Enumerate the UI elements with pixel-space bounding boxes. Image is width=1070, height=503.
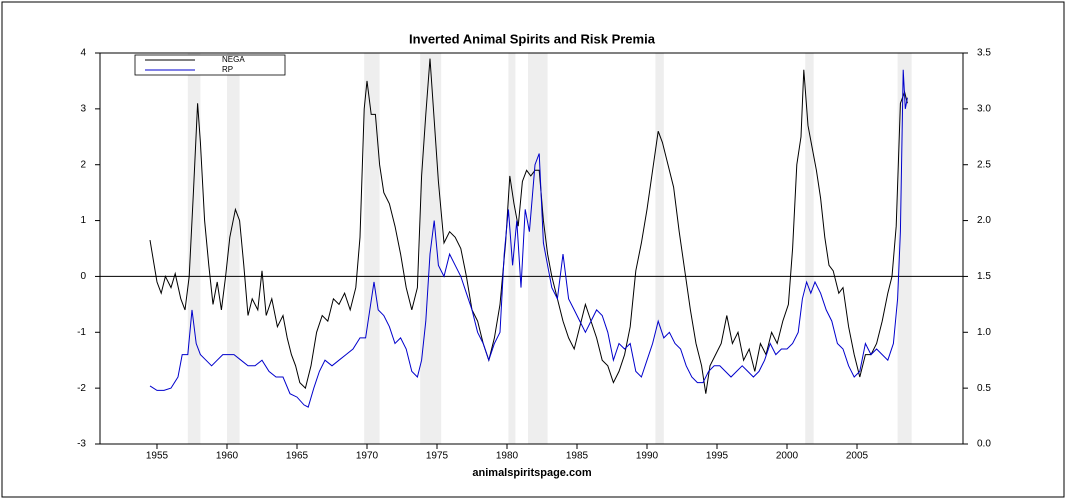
series-line <box>149 69 908 408</box>
y2-tick-label: 0.0 <box>977 439 991 450</box>
source-label: animalspiritspage.com <box>472 467 591 479</box>
shaded-period <box>508 53 516 444</box>
y-tick-label: -2 <box>77 383 86 394</box>
shaded-period <box>805 53 814 444</box>
legend-box <box>134 54 286 76</box>
y-tick-label: 2 <box>80 159 86 170</box>
legend-label: NEGA <box>222 55 245 64</box>
shaded-period <box>364 53 380 444</box>
x-tick-label: 1975 <box>426 451 449 462</box>
x-tick-label: 1970 <box>356 451 379 462</box>
y2-tick-label: 2.0 <box>977 215 991 226</box>
shaded-period <box>226 53 240 444</box>
x-tick-label: 2005 <box>846 451 869 462</box>
y2-tick-label: 2.5 <box>977 159 991 170</box>
x-tick-label: 1960 <box>216 451 239 462</box>
shaded-period <box>897 53 912 444</box>
y-tick-label: -1 <box>77 327 86 338</box>
x-tick-label: 1995 <box>706 451 729 462</box>
x-tick-label: 1990 <box>636 451 659 462</box>
shaded-period <box>527 53 548 444</box>
x-tick-label: 1955 <box>146 451 169 462</box>
y2-tick-label: 1.0 <box>977 327 991 338</box>
chart-title: Inverted Animal Spirits and Risk Premia <box>409 31 656 46</box>
legend-label: RP <box>222 65 233 74</box>
shaded-period <box>655 53 664 444</box>
x-tick-label: 1980 <box>496 451 519 462</box>
y-tick-label: 1 <box>80 215 86 226</box>
y2-tick-label: 1.5 <box>977 271 991 282</box>
y-tick-label: 3 <box>80 103 86 114</box>
y-tick-label: 4 <box>80 48 86 59</box>
y-tick-label: 0 <box>80 271 86 282</box>
y2-tick-label: 3.5 <box>977 48 991 59</box>
y-tick-label: -3 <box>77 439 86 450</box>
y2-tick-label: 0.5 <box>977 383 991 394</box>
series-line <box>149 58 908 394</box>
y2-tick-label: 3.0 <box>977 103 991 114</box>
x-tick-label: 1965 <box>286 451 309 462</box>
plot-frame <box>99 52 964 445</box>
x-tick-label: 1985 <box>566 451 589 462</box>
x-tick-label: 2000 <box>776 451 799 462</box>
